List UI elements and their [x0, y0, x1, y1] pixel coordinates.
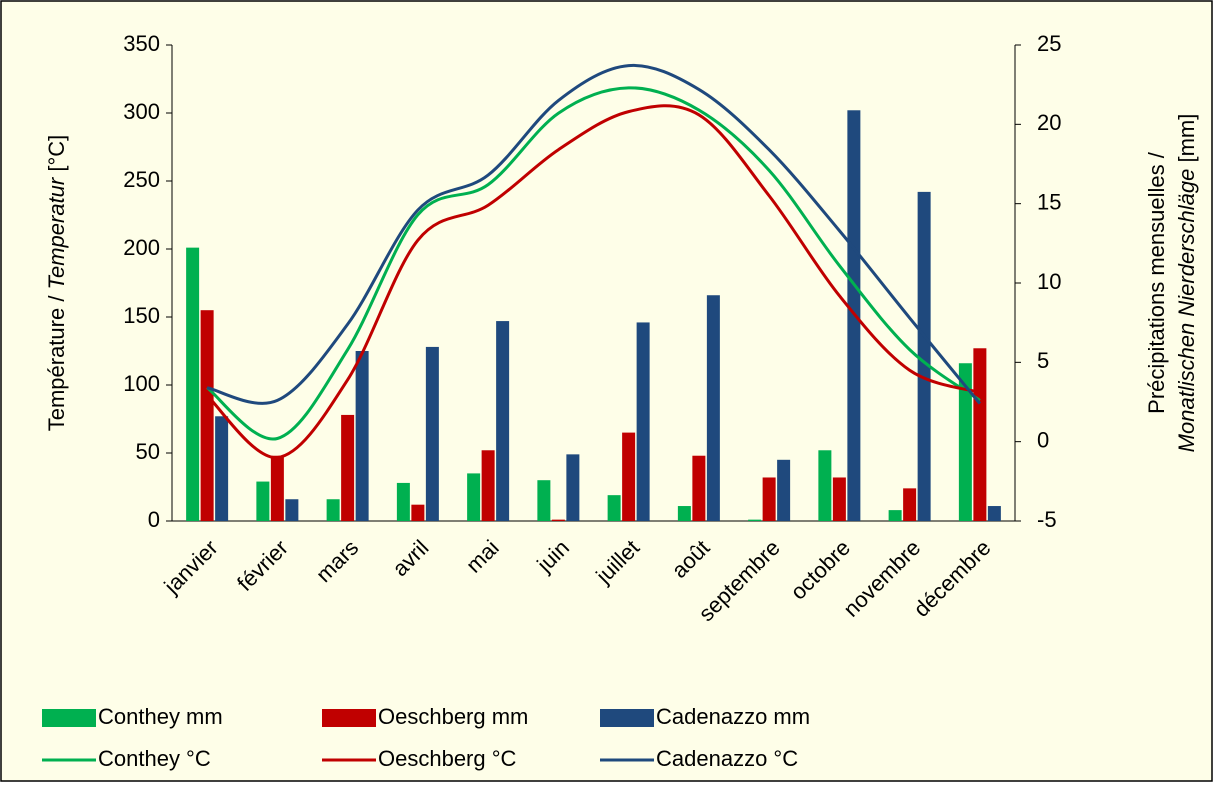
bar	[903, 488, 917, 521]
bar	[425, 346, 439, 521]
bar	[551, 519, 565, 521]
y-tick-label: 200	[123, 235, 160, 260]
bar	[607, 495, 621, 521]
bar	[200, 310, 214, 521]
legend-label: Oeschberg mm	[378, 704, 528, 729]
line	[206, 63, 982, 405]
y2-tick-label: 20	[1037, 110, 1061, 135]
bar	[973, 348, 987, 521]
y-tick-label: 50	[136, 439, 160, 464]
y-tick-label: 150	[123, 303, 160, 328]
bar	[467, 473, 481, 521]
bar	[186, 247, 200, 521]
bar	[958, 363, 972, 521]
bar	[636, 322, 650, 521]
line	[206, 104, 981, 460]
legend-label: Oeschberg °C	[378, 746, 517, 771]
bar	[270, 455, 284, 521]
bar	[706, 295, 720, 521]
bar	[285, 499, 299, 521]
y2-tick-label: -5	[1037, 507, 1057, 532]
bar	[622, 432, 636, 521]
bar	[762, 477, 776, 521]
legend-swatch	[600, 709, 654, 727]
axis-title-part: [mm]	[1174, 114, 1199, 169]
axis-title-part: Température /	[44, 289, 69, 431]
bar	[832, 477, 846, 521]
bar	[677, 506, 691, 521]
y2-axis-title: Précipitations mensuelles /	[1144, 151, 1169, 414]
y2-tick-label: 25	[1037, 31, 1061, 56]
y-tick-label: 250	[123, 167, 160, 192]
y2-tick-label: 15	[1037, 189, 1061, 214]
bar	[396, 482, 410, 521]
bar	[917, 191, 931, 521]
y2-axis-title: Monatlischen Nierderschläge [mm]	[1174, 114, 1199, 453]
axis-title-part: Monatlischen Nierderschläge	[1174, 169, 1199, 453]
legend-label: Cadenazzo °C	[656, 746, 798, 771]
bar	[566, 454, 580, 521]
bar	[496, 321, 510, 521]
line	[206, 86, 981, 441]
axis-title-part: [°C]	[44, 135, 69, 178]
legend-swatch	[322, 709, 376, 727]
bar	[481, 450, 495, 521]
bar	[888, 510, 902, 521]
bar	[215, 416, 229, 521]
legend-label: Cadenazzo mm	[656, 704, 810, 729]
y2-tick-label: 0	[1037, 427, 1049, 452]
axis-title-part: Temperatur	[44, 176, 69, 289]
bar	[748, 519, 762, 521]
legend-label: Conthey mm	[98, 704, 223, 729]
y2-tick-label: 10	[1037, 269, 1061, 294]
y-tick-label: 300	[123, 99, 160, 124]
bar	[818, 450, 832, 521]
bar	[411, 504, 425, 521]
legend-label: Conthey °C	[98, 746, 211, 771]
y-tick-label: 100	[123, 371, 160, 396]
bar	[537, 480, 551, 521]
bar	[341, 414, 355, 521]
bar	[987, 506, 1001, 521]
bar	[326, 499, 340, 521]
bar	[355, 351, 369, 521]
bar	[777, 459, 791, 521]
legend-swatch	[42, 709, 96, 727]
y-tick-label: 0	[148, 507, 160, 532]
bar	[692, 455, 706, 521]
y-axis-title: Température / Temperatur [°C]	[44, 135, 69, 432]
bar	[256, 481, 270, 521]
y-tick-label: 350	[123, 31, 160, 56]
y2-tick-label: 5	[1037, 348, 1049, 373]
